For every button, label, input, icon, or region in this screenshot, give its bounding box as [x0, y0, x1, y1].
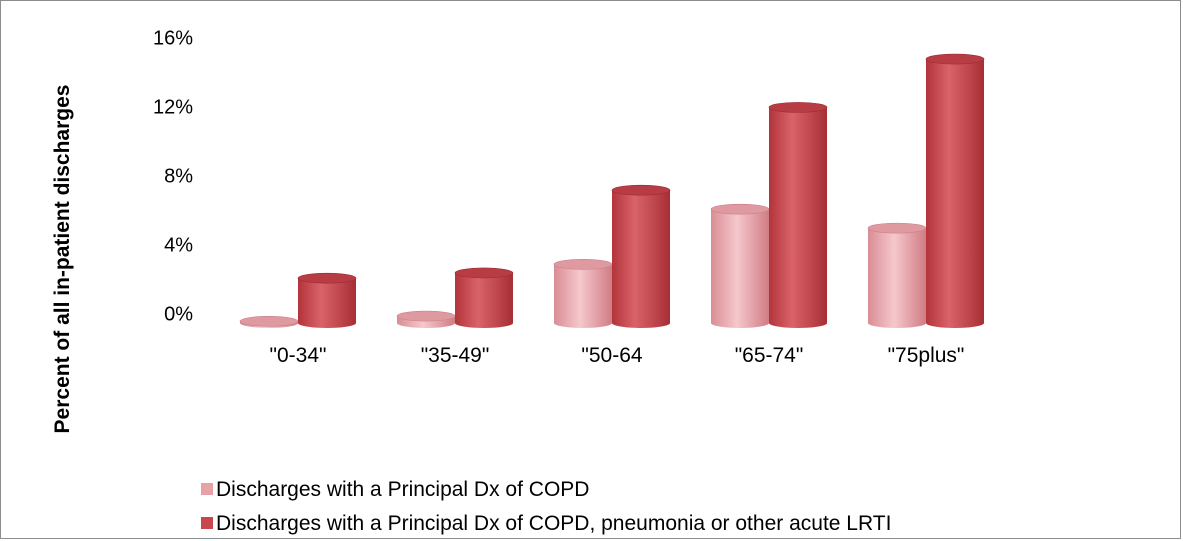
bar-body: [612, 190, 670, 328]
y-tick-label: 4%: [164, 234, 193, 256]
legend: Discharges with a Principal Dx of COPD D…: [201, 478, 891, 535]
bar-s1-0: [239, 315, 299, 328]
y-tick-label: 8%: [164, 165, 193, 187]
bar-top: [396, 310, 456, 322]
bar-s1-3: [710, 203, 770, 328]
bar-s2-1: [454, 267, 514, 328]
x-axis-categories: "0-34" "35-49" "50-64 "65-74" "75plus": [270, 344, 965, 367]
bar-top: [925, 53, 985, 65]
bar-body: [554, 264, 612, 328]
bar-body: [868, 228, 926, 328]
x-category-label: "75plus": [888, 344, 965, 367]
bar-top: [553, 259, 613, 270]
legend-swatch-copd-lrti: [201, 517, 213, 529]
x-category-label: "0-34": [270, 344, 327, 367]
bar-top: [454, 267, 514, 279]
legend-label-copd-lrti: Discharges with a Principal Dx of COPD, …: [216, 512, 891, 535]
legend-item-copd-lrti: Discharges with a Principal Dx of COPD, …: [201, 512, 891, 535]
bar-s2-0: [297, 272, 357, 328]
bar-s1-2: [553, 259, 613, 328]
legend-item-copd: Discharges with a Principal Dx of COPD: [201, 478, 589, 501]
y-axis-title: Percent of all in-patient discharges: [51, 85, 74, 434]
bar-s2-2: [611, 184, 671, 328]
bar-top: [611, 184, 671, 196]
bar-body: [769, 107, 827, 328]
bar-top: [710, 203, 770, 215]
x-category-label: "50-64: [581, 344, 642, 367]
bar-body: [455, 272, 513, 328]
bar-body: [711, 209, 769, 328]
bar-top: [768, 102, 828, 113]
legend-label-copd: Discharges with a Principal Dx of COPD: [216, 478, 589, 501]
bar-s2-3: [768, 102, 828, 328]
bar-s1-4: [867, 222, 927, 328]
bar-s2-4: [925, 53, 985, 328]
bar-top: [297, 272, 357, 284]
bar-series: [239, 53, 985, 328]
x-category-label: "35-49": [421, 344, 490, 367]
y-tick-label: 12%: [153, 96, 193, 118]
bar-body: [926, 59, 984, 328]
y-tick-label: 0%: [164, 303, 193, 325]
bar-top: [239, 315, 299, 327]
y-axis-ticks: 0% 4% 8% 12% 16%: [153, 27, 193, 325]
bar-top: [867, 222, 927, 234]
y-tick-label: 16%: [153, 27, 193, 49]
legend-swatch-copd: [201, 483, 213, 495]
bar-s1-1: [396, 310, 456, 328]
bar-body: [298, 278, 356, 328]
x-category-label: "65-74": [735, 344, 804, 367]
